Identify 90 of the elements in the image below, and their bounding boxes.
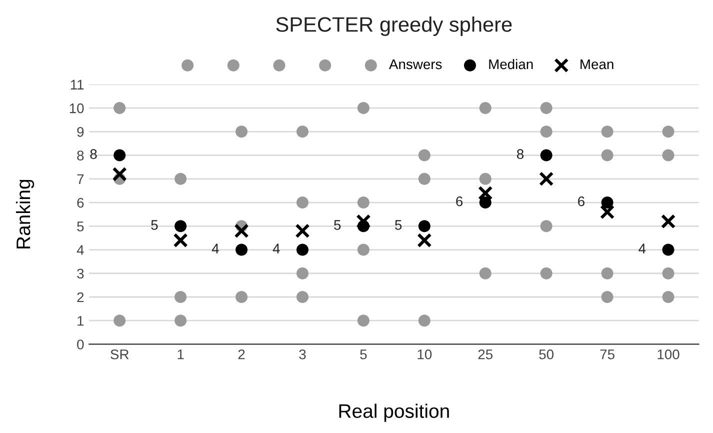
point: [296, 244, 309, 256]
data-label: 5: [395, 220, 402, 230]
data-label: 5: [151, 220, 158, 230]
point: [540, 102, 552, 114]
x-tick-label: 25: [478, 349, 493, 360]
point: [296, 290, 309, 304]
y-tick-label: 0: [77, 340, 84, 350]
point: [662, 267, 674, 280]
point: [174, 290, 187, 304]
point: [418, 314, 430, 327]
point: [479, 267, 492, 280]
point: [418, 172, 430, 185]
point: [418, 149, 430, 162]
point: [357, 244, 370, 256]
x-tick-label: SR: [110, 349, 129, 360]
y-tick-label: 4: [76, 245, 84, 255]
point: [662, 149, 674, 162]
point: [478, 186, 493, 200]
y-tick-label: 2: [77, 292, 84, 302]
point: [173, 232, 188, 248]
point: [479, 172, 492, 185]
x-tick-label: 50: [539, 349, 554, 360]
data-label: 4: [272, 244, 280, 254]
point: [418, 220, 430, 232]
point: [357, 196, 370, 209]
x-tick-label: 100: [658, 349, 680, 360]
point: [662, 290, 674, 304]
point: [114, 149, 126, 162]
data-label: 6: [578, 196, 584, 206]
point: [356, 214, 371, 229]
point: [540, 149, 552, 162]
y-tick-label: 11: [70, 80, 84, 90]
point: [357, 314, 370, 327]
point: [540, 126, 552, 138]
point: [114, 314, 126, 327]
y-tick-label: 5: [77, 222, 84, 232]
point: [295, 224, 310, 238]
point: [601, 126, 614, 138]
data-label: 4: [638, 244, 646, 254]
y-tick-label: 6: [77, 198, 84, 208]
legend-label: Mean: [580, 60, 614, 70]
legend-label: Median: [489, 58, 533, 70]
point: [540, 267, 552, 280]
point: [662, 244, 674, 256]
x-tick-label: 2: [238, 349, 245, 360]
data-label: 5: [334, 220, 341, 230]
point: [417, 232, 432, 248]
point: [479, 102, 492, 114]
y-tick-label: 9: [77, 127, 84, 137]
point: [662, 126, 674, 138]
point: [601, 290, 614, 304]
point: [538, 172, 554, 186]
point: [600, 204, 615, 220]
x-tick-label: 10: [418, 349, 432, 360]
point: [114, 102, 126, 114]
point: [174, 172, 187, 185]
point: [296, 126, 309, 138]
data-label: 6: [456, 196, 463, 206]
x-tick-label: 75: [600, 350, 614, 360]
x-tick-label: 1: [178, 350, 184, 360]
point: [601, 196, 614, 209]
point: [236, 290, 248, 304]
data-label: 8: [516, 149, 524, 160]
point: [296, 267, 309, 280]
point: [112, 166, 127, 182]
point: [174, 314, 187, 327]
x-axis-title: Real position: [339, 404, 449, 422]
legend-label: Answers: [388, 60, 442, 70]
y-tick-label: 1: [78, 316, 84, 326]
y-axis-title: Ranking: [16, 180, 34, 248]
data-label: 8: [90, 149, 97, 160]
x-tick-label: 5: [360, 350, 367, 360]
point: [540, 220, 552, 232]
y-tick-label: 8: [77, 150, 84, 160]
point: [296, 196, 309, 209]
point: [174, 220, 187, 232]
point: [479, 196, 492, 209]
chart-title: SPECTER greedy sphere: [276, 16, 512, 36]
point: [236, 126, 248, 138]
y-tick-label: 7: [77, 174, 84, 184]
y-tick-label: 10: [70, 103, 84, 114]
point: [601, 267, 614, 280]
data-label: 4: [212, 244, 219, 254]
point: [660, 214, 676, 229]
x-tick-label: 3: [299, 349, 306, 360]
point: [601, 149, 614, 162]
point: [357, 102, 370, 114]
y-tick-label: 3: [77, 268, 84, 279]
point: [234, 224, 249, 238]
point: [236, 244, 248, 256]
